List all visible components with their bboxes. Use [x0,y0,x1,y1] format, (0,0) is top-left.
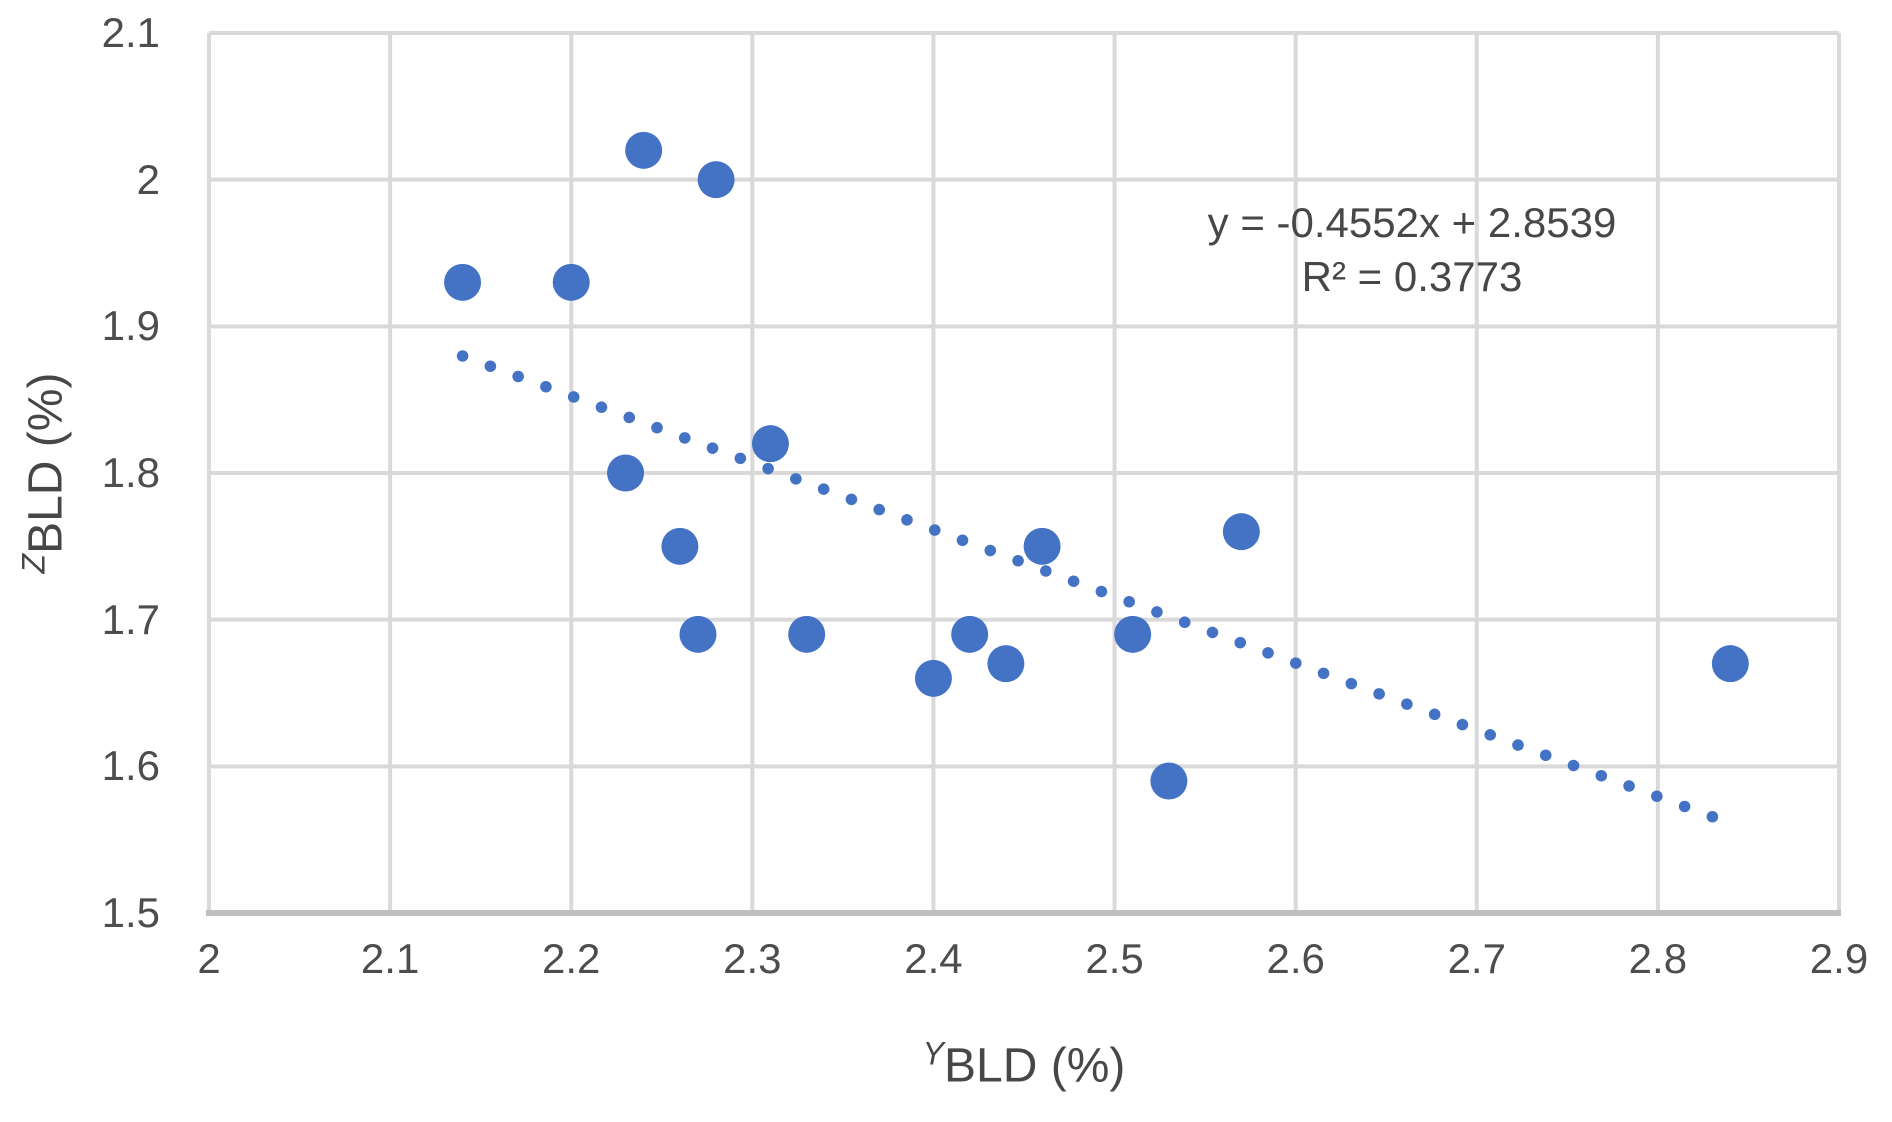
data-point [552,263,590,301]
data-point [914,659,952,697]
x-axis-title-superscript: Y [922,1035,944,1072]
y-tick-label: 1.9 [101,302,160,350]
x-tick-label: 2.4 [904,935,963,982]
trendline-dotted [456,350,1737,830]
data-point [1150,762,1188,800]
trendline-r-squared: R² = 0.3773 [1301,253,1523,300]
x-tick-label: 2.8 [1628,935,1688,982]
data-point [1114,615,1152,653]
x-tick-label: 2.3 [723,935,782,982]
x-tick-label: 2.2 [542,935,601,982]
data-point [625,131,663,169]
y-tick-label: 1.6 [101,742,160,790]
data-point [751,425,789,463]
x-tick-label: 2 [197,935,221,982]
y-tick-label: 1.8 [101,449,160,496]
data-point [788,615,826,653]
y-tick-label: 1.7 [101,595,160,643]
x-tick-label: 2.1 [360,935,420,982]
data-point [951,615,989,653]
data-point [1711,645,1749,683]
y-tick-label: 2 [136,155,160,203]
y-tick-label: 1.5 [101,889,160,936]
data-point [697,161,735,199]
trendline-label: y = -0.4552x + 2.8539 R² = 0.3773 [1182,196,1642,304]
x-axis-title: YBLD (%) [922,1035,1126,1094]
y-axis-title: ZBLD (%) [15,372,74,574]
data-point [1222,513,1260,551]
data-point [987,645,1025,683]
data-point [679,615,717,653]
trendline-equation: y = -0.4552x + 2.8539 [1207,199,1617,246]
y-axis-title-superscript: Z [15,553,52,574]
data-point [661,527,699,565]
data-point [444,263,482,301]
x-tick-label: 2.5 [1085,935,1144,982]
data-point [1023,527,1061,565]
y-axis-title-text: BLD (%) [19,372,73,554]
x-tick-label: 2.9 [1809,935,1869,982]
y-tick-label: 2.1 [101,9,160,56]
x-tick-label: 2.7 [1447,935,1506,982]
x-axis-title-text: BLD (%) [943,1039,1126,1093]
data-point [607,454,645,492]
x-tick-label: 2.6 [1266,935,1325,982]
